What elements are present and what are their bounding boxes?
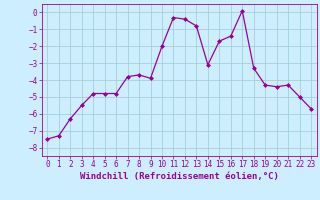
X-axis label: Windchill (Refroidissement éolien,°C): Windchill (Refroidissement éolien,°C) [80, 172, 279, 181]
